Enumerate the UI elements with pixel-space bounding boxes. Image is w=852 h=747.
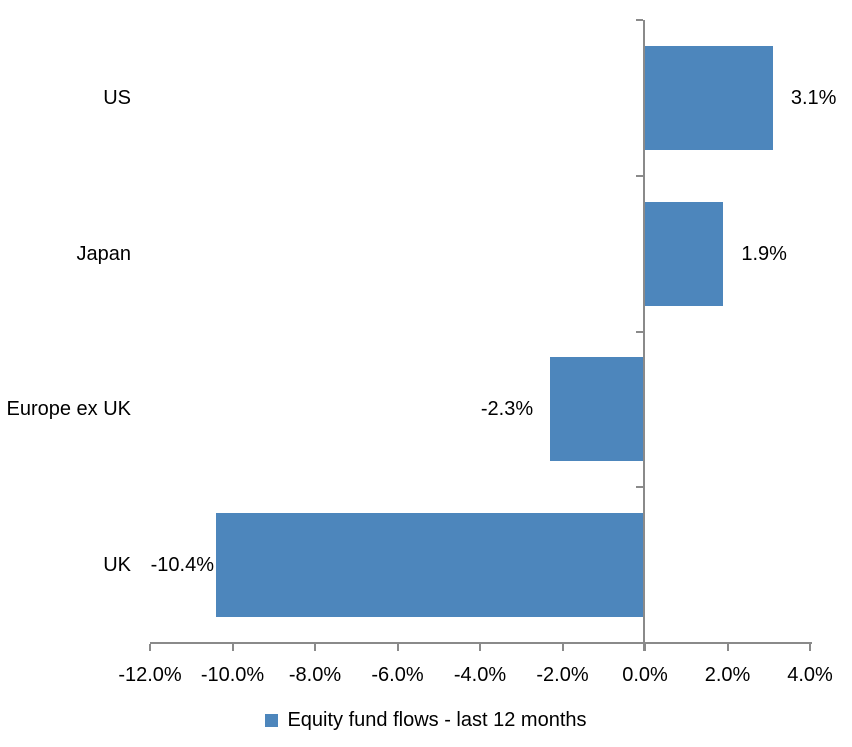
x-tick xyxy=(726,644,729,651)
category-label: UK xyxy=(103,554,131,577)
x-tick-label: -6.0% xyxy=(371,664,424,686)
chart-legend: Equity fund flows - last 12 months xyxy=(0,706,852,734)
value-label: -10.4% xyxy=(150,554,214,577)
x-tick xyxy=(149,644,151,651)
value-label: 1.9% xyxy=(741,242,787,265)
x-tick xyxy=(809,644,811,651)
x-tick xyxy=(644,644,646,651)
x-tick-label: 2.0% xyxy=(704,664,751,686)
x-tick-label: -8.0% xyxy=(288,664,342,686)
bar xyxy=(216,513,645,618)
y-tick xyxy=(636,486,643,489)
x-tick-label: -2.0% xyxy=(536,664,589,686)
x-tick-label: 4.0% xyxy=(787,664,833,686)
x-tick xyxy=(231,644,234,651)
x-tick-label: 0.0% xyxy=(622,664,668,686)
x-axis-line xyxy=(150,642,812,644)
category-label: US xyxy=(103,86,131,109)
y-tick xyxy=(636,174,643,177)
x-tick xyxy=(314,644,316,651)
y-tick xyxy=(636,330,643,333)
legend-label: Equity fund flows - last 12 months xyxy=(287,709,587,731)
legend-swatch-icon xyxy=(265,713,279,727)
x-tick xyxy=(396,644,399,651)
bar xyxy=(550,357,645,462)
category-label: Japan xyxy=(76,242,132,265)
x-tick-label: -4.0% xyxy=(453,664,507,686)
bar xyxy=(645,201,724,306)
value-label: -2.3% xyxy=(480,398,534,421)
x-tick-label: -10.0% xyxy=(200,664,265,686)
x-tick-label: -12.0% xyxy=(118,664,182,686)
y-tick xyxy=(636,19,643,21)
y-axis-line xyxy=(643,20,645,651)
bar xyxy=(645,45,773,150)
x-tick xyxy=(479,644,481,651)
value-label: 3.1% xyxy=(790,86,837,109)
category-label: Europe ex UK xyxy=(6,398,131,421)
x-tick xyxy=(561,644,564,651)
